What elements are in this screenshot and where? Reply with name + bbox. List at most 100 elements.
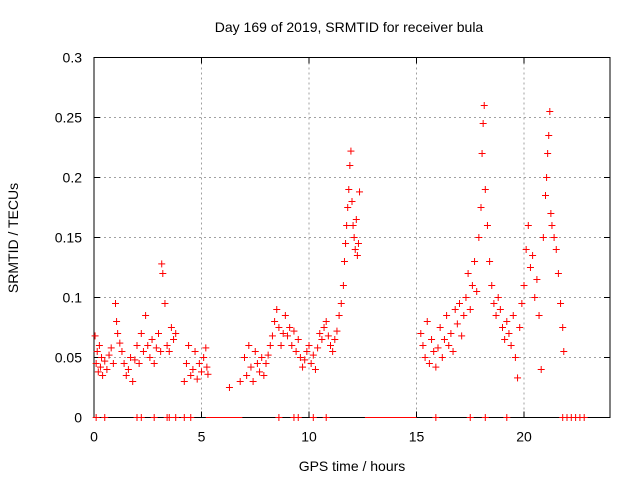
y-tick-label: 0.1 bbox=[63, 290, 83, 306]
data-point bbox=[158, 260, 166, 268]
data-point bbox=[501, 336, 509, 343]
data-point bbox=[430, 348, 438, 355]
data-point bbox=[99, 372, 107, 379]
data-point bbox=[275, 324, 283, 331]
data-point bbox=[353, 252, 361, 259]
data-point bbox=[324, 332, 332, 340]
data-point bbox=[150, 360, 158, 367]
data-point bbox=[95, 342, 103, 349]
data-point bbox=[94, 368, 102, 376]
data-point bbox=[343, 222, 351, 229]
data-point bbox=[292, 348, 300, 355]
y-tick-label: 0 bbox=[74, 410, 82, 426]
data-point bbox=[542, 192, 549, 199]
data-point bbox=[425, 360, 433, 367]
data-point bbox=[296, 354, 304, 361]
data-point bbox=[351, 246, 359, 253]
data-point bbox=[552, 246, 560, 253]
data-point bbox=[307, 360, 315, 367]
data-point bbox=[225, 384, 233, 391]
data-point bbox=[477, 204, 485, 211]
data-point bbox=[445, 342, 453, 349]
data-point bbox=[109, 360, 117, 367]
data-point bbox=[345, 186, 353, 193]
data-point bbox=[144, 342, 152, 349]
data-point bbox=[344, 204, 352, 211]
x-tick-label: 5 bbox=[198, 429, 206, 445]
data-point bbox=[481, 414, 489, 421]
data-point bbox=[331, 336, 339, 343]
data-point bbox=[245, 342, 253, 349]
data-point bbox=[546, 108, 554, 115]
data-point bbox=[139, 348, 147, 355]
data-point bbox=[165, 348, 173, 355]
data-point bbox=[347, 147, 355, 155]
data-point bbox=[253, 360, 261, 367]
data-point bbox=[294, 414, 302, 421]
data-point bbox=[236, 378, 244, 385]
data-point bbox=[535, 312, 543, 319]
data-point bbox=[305, 342, 313, 349]
data-point bbox=[458, 332, 466, 340]
series-points bbox=[91, 102, 588, 421]
data-point bbox=[529, 252, 537, 259]
data-point bbox=[96, 363, 104, 371]
data-point bbox=[342, 240, 350, 247]
x-tick-label: 20 bbox=[516, 429, 532, 445]
data-point bbox=[318, 336, 326, 343]
data-point bbox=[475, 234, 483, 241]
data-point bbox=[116, 339, 124, 347]
data-point bbox=[187, 372, 195, 379]
data-point bbox=[299, 363, 307, 371]
data-point bbox=[456, 300, 463, 307]
data-point bbox=[316, 330, 324, 337]
data-point bbox=[481, 186, 489, 193]
data-point bbox=[346, 162, 354, 169]
data-point bbox=[466, 306, 474, 313]
data-point bbox=[518, 300, 526, 307]
data-point bbox=[503, 414, 511, 421]
data-point bbox=[146, 354, 154, 361]
data-point bbox=[322, 318, 330, 325]
x-tick-label: 15 bbox=[409, 429, 425, 445]
data-point bbox=[279, 330, 287, 337]
data-point bbox=[516, 324, 524, 331]
data-point bbox=[322, 414, 330, 421]
y-tick-label: 0.15 bbox=[55, 230, 82, 246]
data-point bbox=[103, 366, 111, 373]
data-point bbox=[290, 327, 298, 335]
data-point bbox=[509, 312, 517, 319]
data-point bbox=[496, 306, 504, 313]
data-point bbox=[432, 414, 440, 421]
data-point bbox=[193, 375, 201, 383]
data-point bbox=[473, 288, 481, 295]
data-point bbox=[479, 120, 487, 127]
data-point bbox=[170, 336, 178, 343]
data-point bbox=[531, 294, 539, 301]
data-point bbox=[311, 366, 319, 373]
data-point bbox=[247, 363, 255, 371]
data-point bbox=[352, 216, 360, 223]
y-axis-label: SRMTID / TECUs bbox=[5, 183, 21, 293]
data-point bbox=[559, 324, 567, 331]
data-point bbox=[142, 312, 150, 319]
data-point bbox=[440, 336, 448, 343]
data-point bbox=[114, 330, 122, 337]
data-point bbox=[185, 342, 193, 349]
data-point bbox=[241, 354, 248, 361]
data-point bbox=[468, 282, 476, 289]
data-point bbox=[195, 360, 203, 367]
data-point bbox=[333, 327, 341, 335]
data-point bbox=[172, 330, 180, 337]
data-point bbox=[349, 222, 357, 229]
data-point bbox=[294, 336, 302, 343]
data-point bbox=[432, 363, 440, 371]
data-point bbox=[471, 258, 479, 265]
data-point bbox=[303, 348, 311, 355]
data-point bbox=[490, 300, 498, 307]
data-point bbox=[182, 360, 190, 367]
data-point bbox=[180, 378, 188, 385]
data-point bbox=[554, 270, 562, 277]
data-point bbox=[286, 324, 294, 331]
